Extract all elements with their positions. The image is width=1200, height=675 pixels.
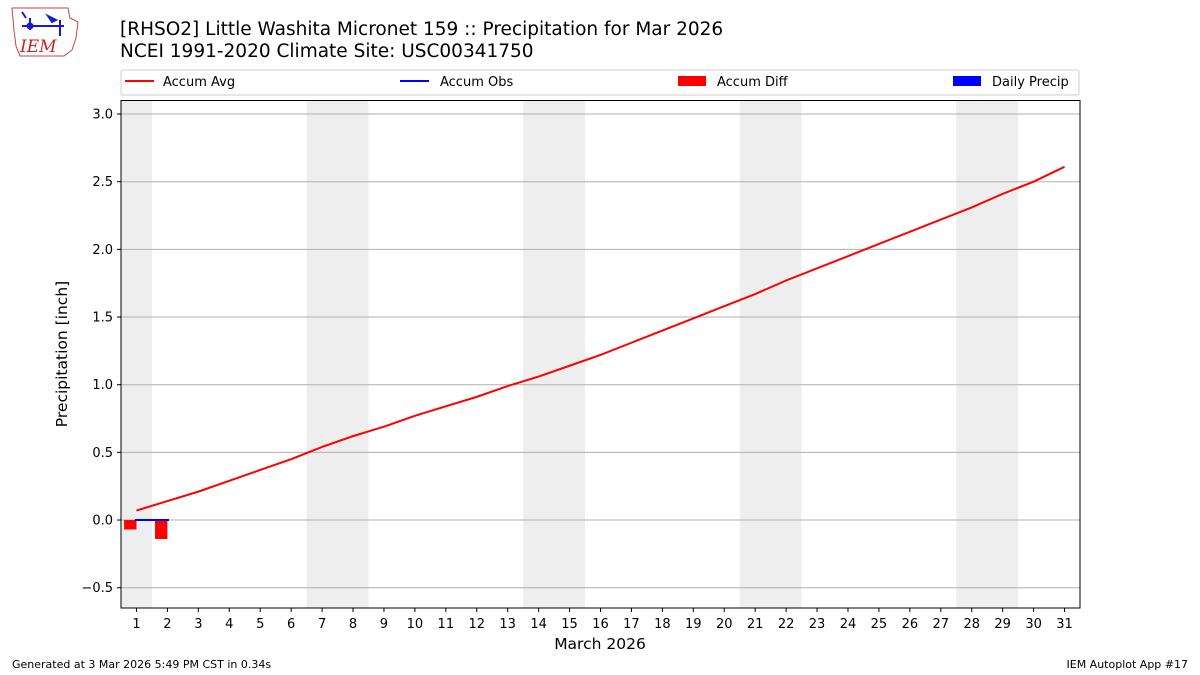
x-tick-label: 21 [747,617,764,632]
x-tick-label: 8 [349,617,357,632]
x-tick-label: 31 [1056,617,1073,632]
weekend-band [121,100,152,608]
x-axis-ticks: 1 2 3 4 5 6 7 8 9 10 11 12 13 14 15 16 17 18 19 20 21 22 23 24 2… [132,608,1073,632]
y-tick-label: 1.5 [92,311,113,326]
accum-diff-bar [124,520,137,530]
legend-frame [120,69,1080,96]
legend-entry-accum-obs: Accum Obs [400,75,513,90]
weekend-band [523,100,586,608]
x-tick-label: 20 [716,617,733,632]
legend-label-accum-diff: Accum Diff [717,75,789,90]
footer-generated-text: Generated at 3 Mar 2026 5:49 PM CST in 0… [12,658,272,671]
x-tick-label: 24 [840,617,857,632]
x-tick-label: 16 [592,617,609,632]
x-tick-label: 17 [623,617,640,632]
x-tick-label: 5 [256,617,264,632]
x-tick-label: 7 [318,617,326,632]
bar-series [124,520,168,539]
legend-entry-accum-diff: Accum Diff [678,75,789,90]
x-tick-label: 19 [685,617,702,632]
x-tick-label: 10 [407,617,424,632]
legend-label-daily-precip: Daily Precip [992,75,1069,90]
x-tick-label: 6 [287,617,295,632]
line-series [134,165,1065,522]
chart-title: [RHSO2] Little Washita Micronet 159 :: P… [120,19,723,40]
x-tick-label: 1 [132,617,140,632]
iem-logo-text: IEM [19,37,57,57]
legend-swatch-daily-precip [953,76,981,86]
weekend-band [739,100,802,608]
x-tick-label: 27 [933,617,950,632]
x-tick-label: 28 [963,617,980,632]
x-tick-label: 9 [380,617,388,632]
x-tick-label: 26 [902,617,919,632]
weather-station-icon [21,11,64,36]
chart-subtitle: NCEI 1991-2020 Climate Site: USC00341750 [120,41,534,62]
x-tick-label: 18 [654,617,671,632]
weekend-band [306,100,369,608]
weekend-bands [121,100,1019,608]
y-axis-ticks: −0.5 0.0 0.5 1.0 1.5 2.0 2.5 3.0 [81,108,121,596]
iowa-outline-icon [11,7,79,57]
accum-avg-line [136,165,1065,512]
x-tick-label: 3 [194,617,202,632]
x-tick-label: 25 [871,617,888,632]
y-tick-label: 2.0 [92,243,113,258]
x-tick-label: 13 [499,617,516,632]
x-axis-label: March 2026 [554,635,646,653]
x-tick-label: 22 [778,617,795,632]
x-tick-label: 2 [163,617,171,632]
legend-label-accum-obs: Accum Obs [440,75,513,90]
accum-diff-bar [155,520,168,539]
legend-label-accum-avg: Accum Avg [163,75,235,90]
x-tick-label: 11 [438,617,455,632]
y-axis-label: Precipitation [inch] [53,281,71,427]
y-tick-label: 0.0 [92,514,113,529]
legend-entry-accum-avg: Accum Avg [125,75,235,90]
y-tick-label: 1.0 [92,378,113,393]
y-tick-label: 3.0 [92,108,113,123]
x-tick-label: 14 [530,617,547,632]
x-tick-label: 30 [1025,617,1042,632]
legend: Accum Avg Accum Obs Accum Diff Daily Pre… [120,69,1080,96]
x-tick-label: 4 [225,617,233,632]
x-tick-label: 23 [809,617,826,632]
x-tick-label: 12 [468,617,485,632]
x-tick-label: 29 [994,617,1011,632]
x-tick-label: 15 [561,617,578,632]
horizontal-gridlines [121,113,1080,589]
weekend-band [956,100,1019,608]
legend-entry-daily-precip: Daily Precip [953,75,1069,90]
y-tick-label: 0.5 [92,446,113,461]
iem-logo[interactable]: IEM [11,7,79,57]
footer-app-text: IEM Autoplot App #17 [1066,658,1189,671]
y-tick-label: −0.5 [81,581,113,596]
legend-swatch-accum-diff [678,76,706,86]
y-tick-label: 2.5 [92,175,113,190]
